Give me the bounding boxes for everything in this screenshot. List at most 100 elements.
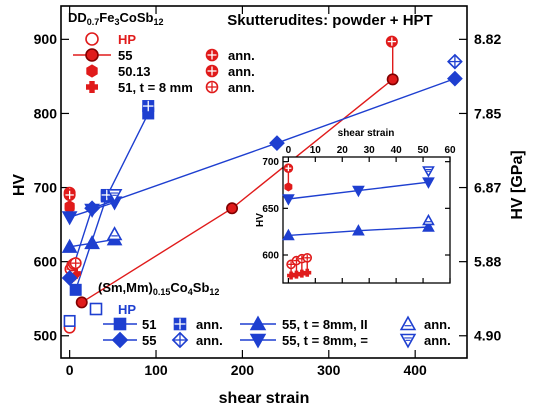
data-point-shape: [63, 314, 76, 327]
x-tick-label: 40: [391, 145, 403, 156]
y-tick-label: 700: [34, 179, 58, 195]
legend-ann: ann.: [196, 317, 223, 332]
legend-marker: [86, 64, 98, 78]
legend-marker: [205, 64, 219, 78]
legend-marker-shape: [111, 331, 129, 349]
data-point: [282, 194, 295, 206]
x-tick-label: 300: [317, 362, 341, 378]
y-tick-label: 700: [262, 157, 279, 168]
y-tick-label: 600: [34, 254, 58, 270]
data-point: [106, 226, 123, 241]
data-point-shape: [282, 228, 295, 241]
data-point: [142, 100, 155, 113]
legend-marker: [113, 317, 127, 331]
x-tick-label: 20: [337, 145, 349, 156]
legend-ann: ann.: [228, 80, 255, 95]
legend-marker: [399, 333, 417, 349]
data-point: [422, 166, 435, 178]
data-point: [386, 73, 399, 86]
x-tick-label: 30: [364, 145, 376, 156]
data-point: [61, 211, 78, 226]
data-point: [302, 252, 313, 263]
legend-entry: 55: [118, 48, 132, 63]
legend-marker-shape: [85, 32, 99, 46]
data-point: [61, 270, 78, 286]
x-tick-label: 0: [66, 362, 74, 378]
data-point-shape: [287, 271, 296, 280]
x-tick-label: 50: [418, 145, 430, 156]
legend-ann: ann.: [228, 48, 255, 63]
data-point-shape: [422, 177, 435, 189]
legend-entry: 51: [142, 317, 156, 332]
data-point: [63, 188, 76, 201]
legend-entry: 55, t = 8mm, =: [282, 333, 368, 348]
data-point-shape: [447, 70, 463, 87]
data-point-shape: [61, 270, 78, 286]
data-point-shape: [269, 135, 285, 151]
legend-marker-shape: [249, 315, 267, 331]
data-point-shape: [282, 194, 295, 206]
legend-marker-shape: [86, 64, 98, 78]
legend-title-part: 3: [114, 17, 119, 27]
legend-ann: ann.: [196, 333, 223, 348]
legend-title-part: (Sm,Mm): [98, 280, 153, 295]
legend-entry: HP: [118, 32, 136, 47]
data-point-shape: [352, 224, 365, 236]
data-point: [422, 213, 435, 226]
x-tick-label: 60: [444, 145, 456, 156]
x-tick-label: 10: [310, 145, 322, 156]
legend-ann: ann.: [228, 64, 255, 79]
legend-marker-shape: [89, 302, 103, 316]
legend-title-part: Fe: [99, 10, 114, 25]
data-point: [226, 202, 239, 215]
data-point: [422, 177, 435, 189]
y-tick-label: 900: [34, 31, 58, 47]
data-point: [292, 270, 301, 279]
data-point: [282, 228, 295, 241]
y2-tick-label: 8.82: [474, 31, 501, 47]
data-point: [63, 314, 76, 327]
legend-title-part: Co: [170, 280, 187, 295]
legend-marker: [249, 333, 267, 349]
y-tick-label: 650: [262, 204, 279, 215]
data-point: [447, 53, 463, 70]
legend-title-part: Sb: [193, 280, 210, 295]
legend-marker: [173, 317, 187, 331]
legend-marker-shape: [86, 81, 98, 93]
data-point-shape: [84, 203, 100, 218]
data-point: [447, 70, 463, 87]
legend-title-part: DD: [68, 10, 87, 25]
x-tick-label: 100: [144, 362, 168, 378]
legend-title-part: 12: [209, 287, 219, 297]
legend-title: (Sm,Mm)0.15Co4Sb12: [98, 280, 219, 297]
y2-tick-label: 4.90: [474, 328, 501, 344]
data-point-shape: [69, 283, 82, 296]
x-tick-label: 0: [286, 145, 292, 156]
y2-tick-label: 5.88: [474, 254, 501, 270]
legend-marker: [249, 315, 267, 331]
legend-marker: [89, 302, 103, 316]
data-point: [284, 182, 293, 192]
data-point: [385, 35, 398, 48]
legend-marker: [86, 81, 98, 93]
data-point-shape: [61, 211, 78, 226]
data-point: [352, 185, 365, 198]
legend-title-part: CoSb: [119, 10, 153, 25]
legend-marker: [85, 48, 99, 62]
data-point: [269, 135, 285, 151]
data-point: [84, 203, 100, 218]
data-point-shape: [70, 268, 81, 279]
data-point: [70, 268, 81, 279]
y2-tick-label: 6.87: [474, 179, 501, 195]
legend-marker-shape: [399, 315, 417, 331]
data-point-shape: [284, 182, 293, 192]
legend-entry: 55, t = 8mm, II: [282, 317, 368, 332]
legend-title: DD0.7Fe3CoSb12: [68, 10, 163, 27]
data-point-shape: [226, 202, 239, 215]
data-point: [69, 257, 82, 270]
legend-marker-shape: [249, 333, 267, 349]
y-axis-label: HV: [11, 174, 28, 197]
y-tick-label: 600: [262, 251, 279, 262]
